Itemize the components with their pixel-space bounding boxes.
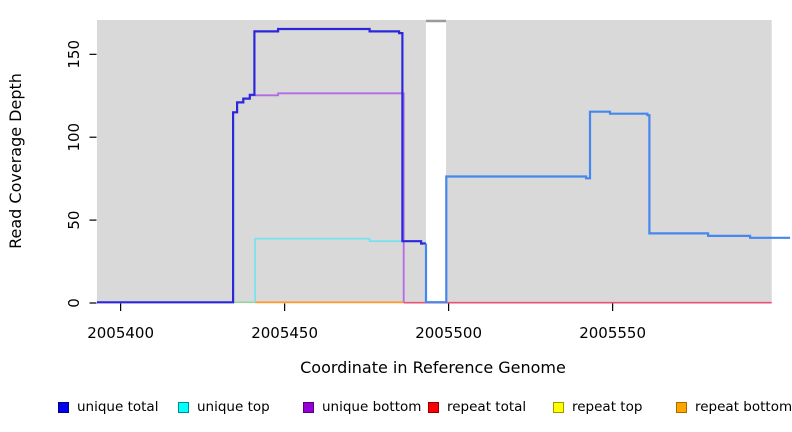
legend-swatch-repeat-top [553,401,564,413]
chart-panel-region-2 [445,20,772,303]
legend-item-unique-top: unique top [178,398,270,416]
legend-label-repeat-bottom: repeat bottom [695,399,792,415]
x-axis-tick-label: 2005400 [87,324,154,342]
chart-panel-region-1 [97,20,426,303]
x-axis-tick-label: 2005500 [415,324,482,342]
x-axis-tick-label: 2005450 [251,324,318,342]
x-axis-title: Coordinate in Reference Genome [300,358,566,377]
panel-layer [97,18,772,303]
legend-label-repeat-total: repeat total [447,399,527,415]
x-axis-tick-label: 2005550 [579,324,646,342]
series-unique-top-line [254,237,403,303]
y-axis-tick-label: 100 [65,123,83,152]
legend-swatch-unique-bottom [303,401,314,413]
y-axis-tick-label: 150 [65,40,83,69]
legend: unique total unique top unique bottom repea… [0,398,792,420]
legend-item-repeat-total: repeat total [428,398,526,416]
legend-item-repeat-bottom: repeat bottom [676,398,792,416]
legend-swatch-repeat-total [428,401,439,413]
y-axis-title: Read Coverage Depth [6,73,25,249]
coverage-gap-band [425,18,446,303]
legend-item-unique-bottom: unique bottom [303,398,421,416]
y-axis-tick-label: 0 [65,298,83,308]
series-unique-total-right-line [424,110,791,304]
legend-label-unique-top: unique top [197,399,270,415]
legend-item-repeat-top: repeat top [553,398,642,416]
legend-swatch-unique-total [58,401,69,413]
legend-item-unique-total: unique total [58,398,158,416]
axis-layer: 0 50 100 150 2005400 2005450 2005500 2005550 [65,40,646,342]
legend-swatch-repeat-bottom [676,401,687,413]
series-layer [97,27,791,304]
legend-label-repeat-top: repeat top [572,399,643,415]
legend-label-unique-bottom: unique bottom [322,399,422,415]
y-axis-tick-label: 50 [65,211,83,230]
legend-label-unique-total: unique total [77,399,159,415]
series-unique-total-left-line [97,27,426,304]
legend-swatch-unique-top [178,401,189,413]
